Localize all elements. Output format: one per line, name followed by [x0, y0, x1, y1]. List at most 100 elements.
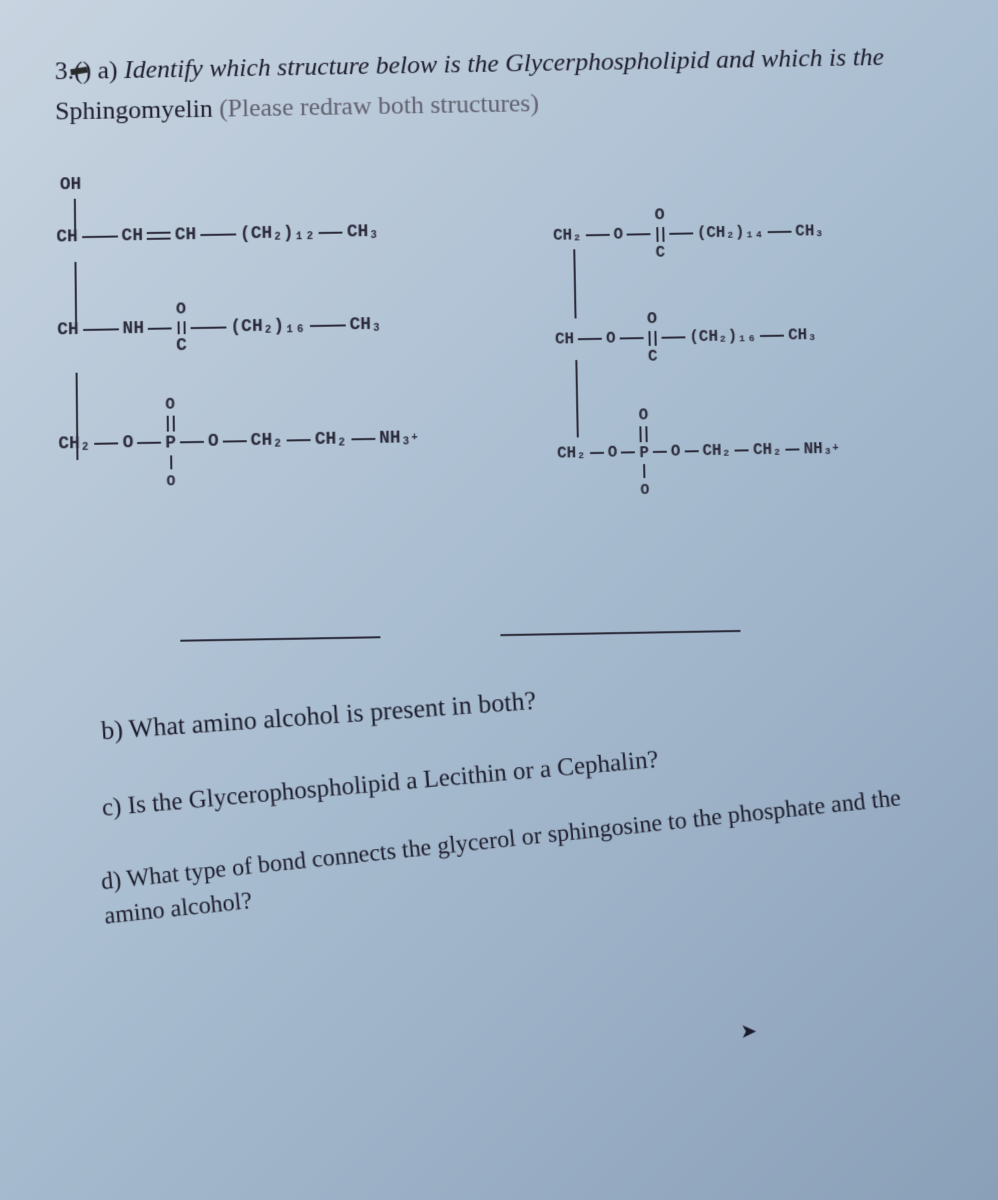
answer-line-left[interactable] [180, 637, 380, 642]
bond [351, 438, 375, 440]
o: O [671, 443, 681, 461]
bond [786, 449, 800, 451]
bond [319, 232, 343, 234]
left-row-1: CH CH CH (CH₂)₁₂ CH₃ [56, 192, 494, 276]
p-single-bond [170, 455, 172, 469]
o: O [613, 226, 623, 244]
carbonyl-double-bond [656, 227, 664, 242]
question-line-2: Sphingomyelin (Please redraw both struct… [55, 82, 945, 127]
ch3-end: CH₃ [795, 223, 824, 241]
carbonyl-double-bond [177, 322, 185, 335]
sphingomyelin-word: Sphingomyelin [55, 95, 213, 126]
answer-blank-lines [180, 587, 959, 643]
ch: CH [555, 331, 574, 349]
plus-charge: + [832, 443, 839, 455]
carbonyl-o: O [176, 301, 186, 320]
carbonyl-o: O [647, 311, 658, 330]
phosphate-group: O P O [638, 406, 649, 499]
bond [620, 337, 644, 339]
bond [684, 451, 698, 453]
question-number: 3.( [55, 53, 83, 89]
phosphate-o-top: O [165, 396, 175, 414]
bond [662, 337, 686, 339]
chain: (CH₂)₁₄ [697, 224, 764, 243]
ch3-end: CH₃ [788, 327, 817, 345]
structure-sphingomyelin: OH CH CH CH (CH₂)₁₂ CH₃ CH NH [56, 168, 499, 522]
question-header: 3.( ) a) Identify which structure below … [55, 38, 945, 89]
phosphate-o-bot: O [640, 482, 649, 499]
p-single-bond [643, 464, 645, 478]
right-row-3: CH₂ O O P O O CH₂ CH₂ NH₃+ [556, 388, 955, 514]
phosphorus: P [639, 444, 649, 462]
chain: (CH₂)₁₂ [240, 224, 315, 245]
bond [310, 325, 346, 328]
ch-1: CH [56, 228, 78, 248]
bond [586, 234, 610, 236]
subquestions: b) What amino alcohol is present in both… [101, 699, 966, 934]
bond [200, 234, 236, 237]
phosphate-group: O P O [165, 396, 177, 491]
structure-glycerophospholipid: CH₂ O O C (CH₂)₁₄ CH₃ CH O [552, 160, 956, 513]
ch3-end: CH₃ [349, 315, 382, 335]
o: O [208, 432, 219, 452]
worksheet-page: 3.( ) a) Identify which structure below … [55, 38, 973, 1193]
carbonyl-o: O [654, 207, 665, 226]
bond [669, 233, 693, 235]
bond [83, 329, 119, 332]
nh3: NH₃ [803, 440, 832, 458]
ch2: CH₂ [315, 430, 348, 450]
phosphorus: P [165, 433, 176, 453]
o: O [122, 434, 133, 454]
cursor-icon: ➤ [740, 1018, 757, 1044]
ch2: CH₂ [557, 445, 586, 463]
bond [191, 327, 227, 330]
left-row-3: CH₂ O O P O O CH₂ CH₂ NH₃+ [58, 378, 498, 505]
o: O [606, 330, 616, 348]
bond [137, 442, 161, 444]
carbonyl-group: O C [647, 311, 658, 367]
bond [180, 441, 204, 443]
chain: (CH₂)₁₆ [230, 317, 306, 338]
bond [653, 451, 667, 453]
bond [287, 439, 311, 441]
part-a-text: Identify which structure below is the Gl… [124, 42, 884, 84]
bond [760, 335, 784, 337]
ch-3: CH [175, 226, 197, 246]
plus-charge: + [411, 433, 418, 445]
bond [768, 231, 792, 233]
answer-line-right[interactable] [500, 630, 740, 636]
nh3: NH₃ [379, 429, 412, 449]
ch-4: CH [57, 321, 79, 341]
chemical-structures: OH CH CH CH (CH₂)₁₂ CH₃ CH NH [56, 160, 956, 522]
right-row-2: CH O O C (CH₂)₁₆ CH₃ [554, 279, 952, 395]
ch3-end: CH₃ [347, 222, 379, 242]
bond [627, 234, 651, 236]
ch2: CH₂ [250, 431, 283, 451]
ch2: CH₂ [58, 434, 91, 454]
ch-2: CH [121, 227, 143, 247]
carbonyl-c: C [648, 348, 658, 366]
left-row-2: CH NH O C (CH₂)₁₆ CH₃ [57, 269, 496, 385]
o: O [608, 444, 618, 462]
carbonyl-group: O C [176, 301, 187, 357]
right-row-1: CH₂ O O C (CH₂)₁₄ CH₃ [552, 180, 949, 285]
part-a-label: ) a) [83, 55, 125, 84]
bond [578, 338, 602, 340]
bond [223, 441, 247, 443]
ch2: CH₂ [702, 442, 731, 460]
bond [621, 452, 635, 454]
double-bond [147, 235, 171, 237]
bond [82, 236, 118, 239]
carbonyl-double-bond [648, 331, 656, 346]
bond [735, 450, 749, 452]
p-double-bond [640, 426, 648, 442]
carbonyl-c: C [655, 244, 665, 262]
chain: (CH₂)₁₆ [689, 328, 756, 347]
phosphate-o-top: O [638, 406, 648, 424]
carbonyl-c: C [176, 336, 187, 356]
bond [148, 328, 172, 330]
ch2: CH₂ [753, 441, 782, 459]
struck-marks: ( [74, 56, 83, 85]
bond [590, 452, 604, 454]
please-redraw: (Please redraw both structures) [212, 89, 539, 123]
